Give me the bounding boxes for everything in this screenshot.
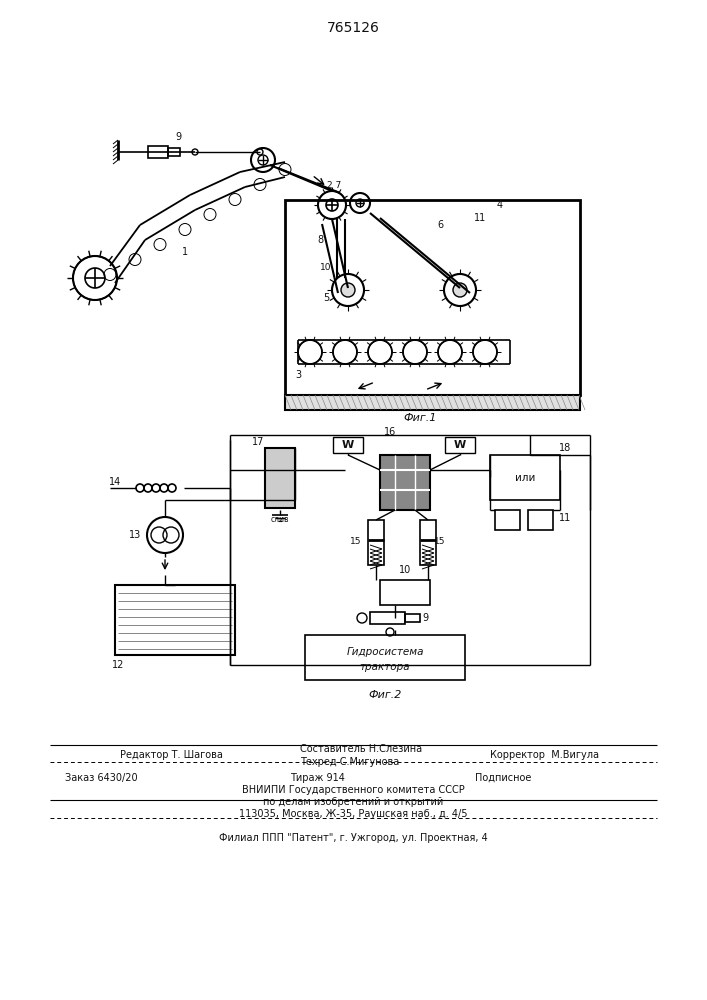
Bar: [495, 510, 520, 530]
Bar: [405, 614, 420, 622]
Bar: [285, 395, 580, 410]
Text: 3: 3: [295, 370, 301, 380]
Text: 16: 16: [384, 427, 396, 437]
Bar: [265, 448, 295, 508]
Text: слив: слив: [271, 516, 289, 524]
Text: 9: 9: [422, 613, 428, 623]
Text: 18: 18: [559, 443, 571, 453]
Text: 13: 13: [129, 530, 141, 540]
Text: Фиг.1: Фиг.1: [403, 413, 437, 423]
Text: Гидросистема: Гидросистема: [346, 647, 423, 657]
Text: Фиг.2: Фиг.2: [368, 690, 402, 700]
Text: 113035, Москва, Ж-35, Раушская наб., д. 4/5: 113035, Москва, Ж-35, Раушская наб., д. …: [239, 809, 467, 819]
Text: W: W: [342, 440, 354, 450]
Text: W: W: [454, 440, 466, 450]
Bar: [370, 612, 405, 624]
Text: Корректор  М.Вигула: Корректор М.Вигула: [490, 750, 599, 760]
Text: 8: 8: [317, 235, 323, 245]
Text: 5: 5: [323, 293, 329, 303]
Text: 10: 10: [320, 263, 332, 272]
Text: Филиал ППП "Патент", г. Ужгород, ул. Проектная, 4: Филиал ППП "Патент", г. Ужгород, ул. Про…: [218, 833, 487, 843]
Text: 15: 15: [350, 538, 362, 546]
Text: 10: 10: [399, 565, 411, 575]
Bar: [420, 520, 436, 565]
Circle shape: [453, 283, 467, 297]
Text: по делам изобретений и открытий: по делам изобретений и открытий: [263, 797, 443, 807]
Text: Составитель Н.Слезина: Составитель Н.Слезина: [300, 744, 422, 754]
Text: 12: 12: [112, 660, 124, 670]
Bar: [528, 510, 553, 530]
Text: 14: 14: [109, 477, 121, 487]
Text: Тираж 914: Тираж 914: [290, 773, 345, 783]
Bar: [148, 146, 168, 158]
Bar: [380, 580, 430, 605]
Text: 6: 6: [437, 220, 443, 230]
Bar: [368, 520, 384, 565]
Bar: [115, 585, 235, 655]
Bar: [333, 437, 363, 453]
Text: Заказ 6430/20: Заказ 6430/20: [65, 773, 138, 783]
Bar: [305, 635, 465, 680]
Text: 17: 17: [252, 437, 264, 447]
Text: ВНИИПИ Государственного комитета СССР: ВНИИПИ Государственного комитета СССР: [242, 785, 464, 795]
Text: 11: 11: [474, 213, 486, 223]
Text: 1: 1: [182, 247, 188, 257]
Text: трактора: трактора: [360, 662, 410, 672]
Bar: [285, 200, 580, 395]
Text: Техред С.Мигунова: Техред С.Мигунова: [300, 757, 399, 767]
Text: 9: 9: [175, 132, 181, 142]
Text: 4: 4: [497, 200, 503, 210]
Text: Редактор Т. Шагова: Редактор Т. Шагова: [120, 750, 223, 760]
Bar: [168, 148, 180, 156]
Text: или: или: [515, 473, 535, 483]
Text: 2 7: 2 7: [327, 180, 341, 190]
Text: Подписное: Подписное: [475, 773, 532, 783]
Bar: [445, 437, 475, 453]
Bar: [490, 455, 560, 500]
Bar: [380, 455, 430, 510]
Text: 15: 15: [434, 538, 445, 546]
Circle shape: [341, 283, 355, 297]
Text: 765126: 765126: [327, 21, 380, 35]
Text: 11: 11: [559, 513, 571, 523]
